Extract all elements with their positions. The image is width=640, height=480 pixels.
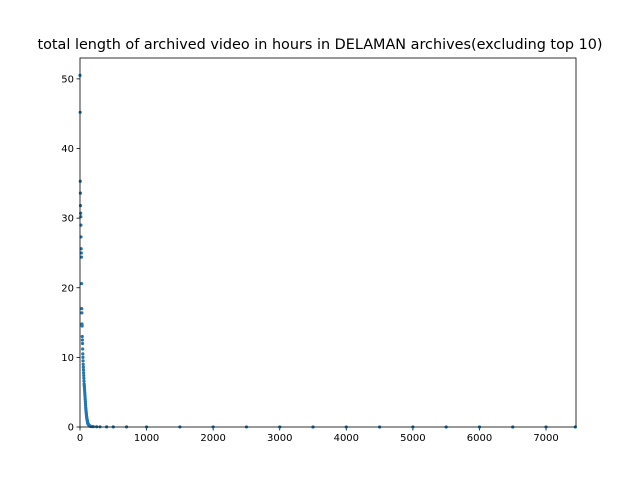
data-point <box>82 371 86 375</box>
scatter-series <box>78 73 577 429</box>
data-point <box>80 334 84 339</box>
x-tick-label: 6000 <box>467 433 492 444</box>
data-point <box>81 359 85 363</box>
data-point <box>81 355 85 359</box>
y-tick-label: 40 <box>61 144 74 155</box>
y-tick-label: 30 <box>61 214 74 225</box>
data-point <box>78 204 83 208</box>
axes: 0 1000 2000 3000 4000 5000 6000 7000 0 10 20 30 40 50 <box>61 74 559 444</box>
x-tick-label: 1000 <box>134 433 159 444</box>
data-point <box>82 379 86 383</box>
x-tick-label: 4000 <box>334 433 359 444</box>
data-point <box>81 362 85 366</box>
y-tick-label: 0 <box>68 423 74 434</box>
y-tick-label: 20 <box>61 283 74 294</box>
data-point <box>80 341 85 346</box>
data-point <box>80 311 84 315</box>
y-tick-label: 10 <box>61 353 74 364</box>
data-point <box>82 376 86 380</box>
data-point <box>81 347 85 351</box>
data-point <box>81 368 86 372</box>
chart-title: total length of archived video in hours … <box>37 37 602 53</box>
x-tick-label: 3000 <box>267 433 292 444</box>
x-tick-label: 7000 <box>533 433 558 444</box>
data-point <box>79 211 83 215</box>
y-tick-label: 50 <box>61 74 74 85</box>
data-point <box>81 365 85 369</box>
plot-area-border <box>79 57 577 428</box>
data-point <box>80 307 84 311</box>
data-point <box>80 324 84 328</box>
data-point <box>80 338 84 342</box>
data-point <box>82 373 86 378</box>
data-point <box>80 281 84 286</box>
x-tick-label: 2000 <box>200 433 225 444</box>
axes-frame <box>79 57 577 428</box>
x-tick-label: 0 <box>77 433 83 444</box>
data-point <box>79 251 83 255</box>
x-tick-label: 5000 <box>400 433 425 444</box>
data-point <box>81 352 85 356</box>
data-point <box>79 255 84 259</box>
